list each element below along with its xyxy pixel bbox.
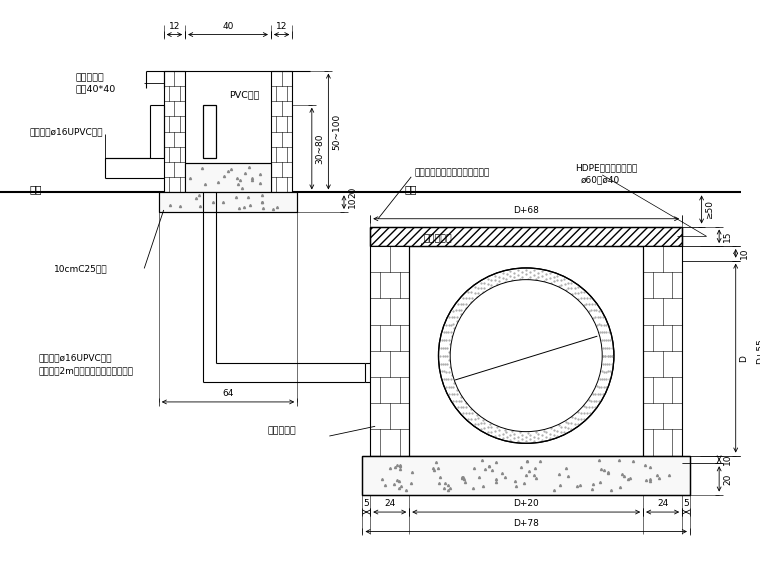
Text: 本高度根据附近暗渠检查并调整: 本高度根据附近暗渠检查并调整 — [414, 169, 489, 177]
Circle shape — [450, 280, 602, 431]
Bar — [159, 193, 297, 212]
Text: 每处管计2m，根据田间放水需要设置: 每处管计2m，根据田间放水需要设置 — [39, 367, 134, 375]
Text: 田面: 田面 — [404, 185, 417, 194]
Text: D+78: D+78 — [513, 519, 539, 528]
Text: 64: 64 — [223, 389, 234, 398]
Bar — [203, 105, 217, 158]
Text: 24: 24 — [657, 499, 668, 508]
Text: 砖砌放水井: 砖砌放水井 — [76, 73, 105, 82]
Text: D+55: D+55 — [756, 338, 760, 364]
Text: 10: 10 — [348, 197, 357, 208]
Text: 放水管（ø16UPVC管）: 放水管（ø16UPVC管） — [29, 128, 103, 136]
Bar — [370, 226, 682, 246]
Text: 内径40*40: 内径40*40 — [76, 84, 116, 93]
Text: 30~80: 30~80 — [315, 133, 325, 164]
Text: 10cmC25素砩: 10cmC25素砩 — [54, 264, 107, 273]
Circle shape — [439, 268, 614, 443]
Bar — [363, 455, 690, 495]
Bar — [363, 455, 690, 495]
Text: D+20: D+20 — [513, 499, 539, 508]
Text: D: D — [739, 355, 749, 361]
Bar — [163, 71, 185, 193]
Text: PVC管框: PVC管框 — [229, 91, 259, 100]
Text: ø60或ø40: ø60或ø40 — [581, 175, 620, 184]
Text: 12: 12 — [276, 22, 287, 31]
Bar — [271, 71, 293, 193]
Text: 50~100: 50~100 — [332, 113, 341, 150]
Text: 20: 20 — [348, 187, 357, 198]
Bar — [370, 226, 682, 246]
Bar — [185, 163, 271, 193]
Text: 12: 12 — [169, 22, 180, 31]
Text: 10: 10 — [739, 247, 749, 259]
Text: 20: 20 — [723, 473, 732, 484]
Text: 5: 5 — [683, 499, 689, 508]
Text: D+68: D+68 — [513, 206, 539, 215]
Text: 10: 10 — [723, 454, 732, 465]
Text: 砖砌分水井: 砖砌分水井 — [268, 427, 296, 435]
Text: 5: 5 — [363, 499, 369, 508]
Text: 放水管（ø16UPVC管）: 放水管（ø16UPVC管） — [39, 353, 112, 363]
Text: ø0: ø0 — [530, 356, 542, 365]
Text: 24: 24 — [384, 499, 395, 508]
Bar — [370, 246, 410, 455]
Text: HDPE管暗渠（示意）: HDPE管暗渠（示意） — [575, 164, 637, 173]
Bar — [159, 193, 297, 212]
Text: 田面: 田面 — [29, 185, 42, 194]
Bar — [643, 246, 682, 455]
Text: 15: 15 — [723, 230, 732, 242]
Text: 40: 40 — [223, 22, 234, 31]
Text: ≥50: ≥50 — [705, 200, 714, 219]
Text: 钢筋砼盖板: 钢筋砼盖板 — [424, 235, 453, 244]
